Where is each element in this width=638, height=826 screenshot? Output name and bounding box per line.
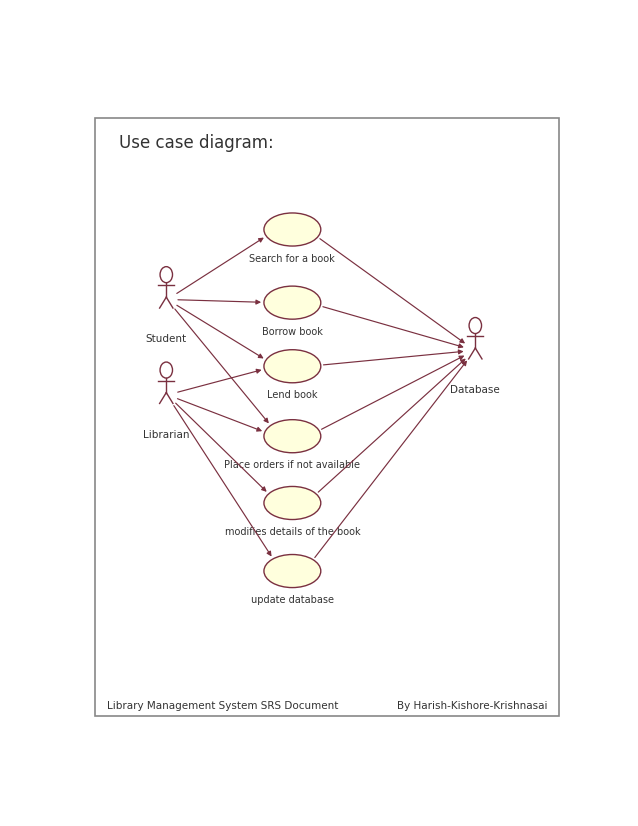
Text: Use case diagram:: Use case diagram: <box>119 134 274 152</box>
Text: Database: Database <box>450 385 500 396</box>
Text: By Harish-Kishore-Krishnasai: By Harish-Kishore-Krishnasai <box>396 701 547 711</box>
Ellipse shape <box>264 420 321 453</box>
Ellipse shape <box>264 349 321 382</box>
Text: Search for a book: Search for a book <box>249 254 335 263</box>
Ellipse shape <box>264 213 321 246</box>
Text: Place orders if not available: Place orders if not available <box>225 460 360 470</box>
Text: Borrow book: Borrow book <box>262 327 323 337</box>
Text: update database: update database <box>251 596 334 605</box>
Text: modifies details of the book: modifies details of the book <box>225 527 360 537</box>
Text: Library Management System SRS Document: Library Management System SRS Document <box>107 701 338 711</box>
Text: Librarian: Librarian <box>143 430 189 440</box>
Text: Lend book: Lend book <box>267 391 318 401</box>
Text: Student: Student <box>145 335 187 344</box>
Ellipse shape <box>264 554 321 587</box>
Ellipse shape <box>264 487 321 520</box>
Ellipse shape <box>264 286 321 319</box>
